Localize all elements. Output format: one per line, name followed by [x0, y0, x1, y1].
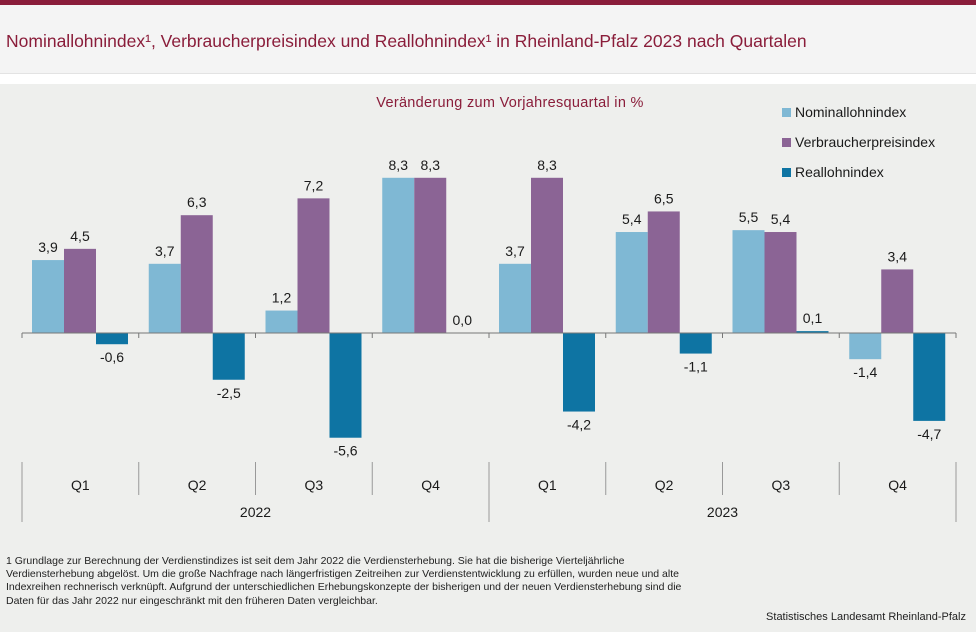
- x-group-label: 2022: [240, 504, 271, 520]
- source-note: Statistisches Landesamt Rheinland-Pfalz: [766, 611, 966, 623]
- legend-swatch: [782, 108, 791, 117]
- footnote: 1 Grundlage zur Berechnung der Verdienst…: [6, 555, 682, 607]
- bar-reallohnindex-4: [563, 333, 595, 412]
- data-label: -5,6: [333, 443, 357, 459]
- legend-label: Reallohnindex: [795, 164, 884, 180]
- data-label: 8,3: [389, 157, 409, 173]
- data-label: 3,9: [38, 239, 58, 255]
- bar-verbraucherpreisindex-4: [531, 177, 563, 333]
- bar-verbraucherpreisindex-1: [180, 215, 213, 333]
- data-label: -4,2: [567, 417, 591, 433]
- top-accent-bar: [0, 0, 976, 5]
- bar-verbraucherpreisindex-3: [414, 177, 447, 333]
- bar-nominallohnindex-1: [148, 263, 181, 333]
- legend-swatch: [782, 168, 791, 177]
- bar-reallohnindex-6: [796, 331, 829, 333]
- bar-nominallohnindex-7: [849, 333, 882, 360]
- title-bar: Nominallohnindex¹, Verbraucherpreisindex…: [0, 5, 976, 74]
- legend-label: Verbraucherpreisindex: [795, 134, 935, 150]
- data-label: 8,3: [421, 157, 441, 173]
- bar-reallohnindex-5: [679, 333, 712, 354]
- data-label: 3,7: [505, 243, 525, 259]
- bar-nominallohnindex-6: [732, 230, 765, 333]
- data-label: 3,4: [888, 248, 908, 264]
- data-label: 5,4: [771, 211, 791, 227]
- x-tick-label: Q3: [772, 477, 791, 493]
- data-label: 7,2: [304, 177, 324, 193]
- bar-verbraucherpreisindex-5: [647, 211, 680, 333]
- data-label: -4,7: [917, 426, 941, 442]
- x-tick-label: Q1: [71, 477, 90, 493]
- bar-nominallohnindex-5: [615, 232, 648, 333]
- data-label: -1,4: [853, 364, 877, 380]
- bar-reallohnindex-1: [212, 333, 245, 380]
- data-label: 6,5: [654, 190, 674, 206]
- x-tick-label: Q4: [888, 477, 907, 493]
- x-tick-label: Q4: [421, 477, 440, 493]
- data-label: -2,5: [217, 385, 241, 401]
- bar-reallohnindex-2: [329, 333, 362, 438]
- data-label: 8,3: [537, 157, 557, 173]
- bar-verbraucherpreisindex-6: [764, 232, 797, 333]
- x-tick-label: Q2: [655, 477, 674, 493]
- data-label: 0,1: [803, 310, 823, 326]
- bar-nominallohnindex-0: [32, 260, 64, 333]
- x-group-label: 2023: [707, 504, 738, 520]
- page-title: Nominallohnindex¹, Verbraucherpreisindex…: [6, 31, 807, 51]
- x-tick-label: Q2: [188, 477, 207, 493]
- bar-verbraucherpreisindex-7: [881, 269, 914, 333]
- data-label: -1,1: [684, 359, 708, 375]
- chart-panel: [0, 84, 976, 632]
- data-label: 1,2: [272, 290, 292, 306]
- data-label: 6,3: [187, 194, 207, 210]
- bar-verbraucherpreisindex-2: [297, 198, 330, 333]
- chart-subtitle: Veränderung zum Vorjahresquartal in %: [376, 95, 643, 111]
- bar-nominallohnindex-4: [499, 263, 531, 333]
- data-label: 4,5: [70, 228, 90, 244]
- data-label: 5,5: [739, 209, 759, 225]
- bar-verbraucherpreisindex-0: [64, 248, 96, 333]
- bar-nominallohnindex-3: [382, 177, 415, 333]
- x-tick-label: Q3: [305, 477, 324, 493]
- legend-swatch: [782, 138, 791, 147]
- bar-reallohnindex-0: [96, 333, 128, 345]
- legend-label: Nominallohnindex: [795, 104, 906, 120]
- data-label: 3,7: [155, 243, 175, 259]
- bar-nominallohnindex-2: [265, 310, 298, 333]
- data-label: 0,0: [453, 312, 473, 328]
- x-tick-label: Q1: [538, 477, 557, 493]
- data-label: 5,4: [622, 211, 642, 227]
- data-label: -0,6: [100, 349, 124, 365]
- bar-reallohnindex-7: [913, 333, 946, 421]
